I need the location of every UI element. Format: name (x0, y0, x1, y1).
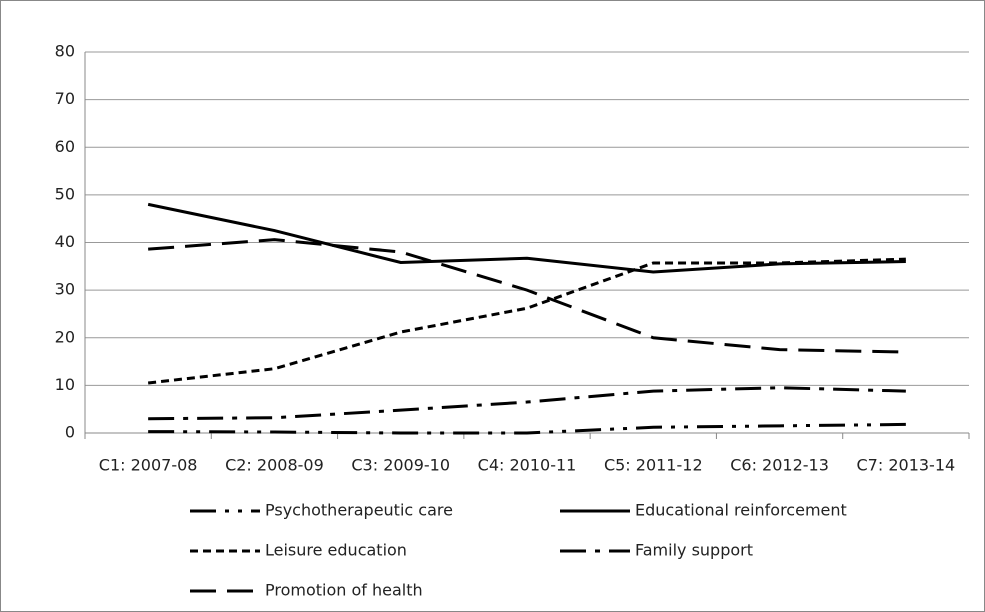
y-tick-label: 60 (55, 137, 75, 156)
y-tick-label: 30 (55, 280, 75, 299)
line-series (148, 386, 906, 421)
legend-label: Psychotherapeutic care (265, 501, 453, 520)
x-tick-label: C5: 2011-12 (604, 456, 703, 475)
y-tick-label: 20 (55, 327, 75, 346)
x-tick-label: C1: 2007-08 (99, 456, 198, 475)
x-tick-label: C2: 2008-09 (225, 456, 324, 475)
line-series (148, 422, 906, 435)
y-tick-label: 80 (55, 42, 75, 61)
y-tick-label: 10 (55, 375, 75, 394)
x-tick-label: C6: 2012-13 (730, 456, 829, 475)
y-tick-label: 50 (55, 184, 75, 203)
y-tick-label: 40 (55, 232, 75, 251)
y-tick-label: 70 (55, 89, 75, 108)
x-tick-label: C4: 2010-11 (478, 456, 577, 475)
line-series (147, 202, 906, 274)
x-tick-label: C3: 2009-10 (351, 456, 450, 475)
y-tick-label: 0 (65, 423, 75, 442)
legend-label: Educational reinforcement (635, 501, 847, 520)
legend-label: Promotion of health (265, 581, 423, 600)
legend-label: Family support (635, 541, 753, 560)
legend-label: Leisure education (265, 541, 407, 560)
x-tick-label: C7: 2013-14 (857, 456, 956, 475)
line-series (148, 238, 906, 354)
